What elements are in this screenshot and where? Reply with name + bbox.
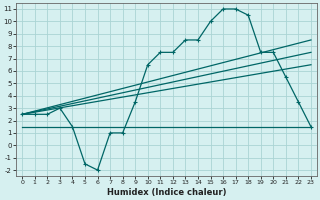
X-axis label: Humidex (Indice chaleur): Humidex (Indice chaleur) (107, 188, 226, 197)
